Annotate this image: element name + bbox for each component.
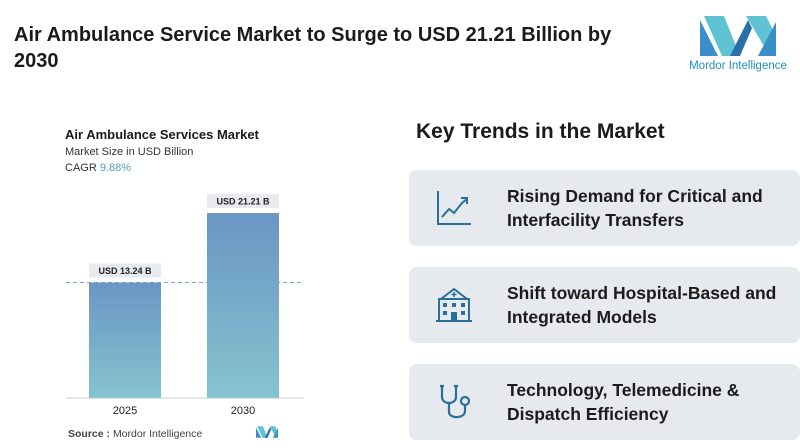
data-label: USD 13.24 B — [98, 266, 152, 276]
brand-name: Mordor Intelligence — [689, 60, 787, 72]
trending-chart-icon — [437, 191, 471, 225]
cagr-value: 9.88% — [99, 162, 132, 174]
source-note: Source : Mordor Intelligence — [68, 428, 202, 440]
x-tick-label: 2030 — [231, 405, 255, 417]
source-label: Source : — [68, 428, 111, 440]
trend-text-1: Rising Demand for Critical and Interfaci… — [507, 186, 763, 230]
x-tick-label: 2025 — [113, 405, 137, 417]
trend-text-2: Shift toward Hospital-Based and Integrat… — [507, 283, 777, 327]
mini-logo-icon — [256, 426, 278, 438]
chart-title: Air Ambulance Services Market — [65, 127, 259, 142]
data-label: USD 21.21 B — [216, 197, 270, 207]
bar-2030 — [207, 213, 279, 398]
bar-2025 — [89, 282, 161, 398]
trends-title: Key Trends in the Market — [416, 120, 665, 143]
trend-card-2: Shift toward Hospital-Based and Integrat… — [409, 267, 800, 343]
brand-logo: Mordor Intelligence — [686, 16, 790, 86]
data-label-bg — [207, 194, 279, 209]
page-title: Air Ambulance Service Market to Surge to… — [14, 24, 612, 72]
trend-text-3: Technology, Telemedicine & Dispatch Effi… — [507, 380, 740, 424]
stethoscope-icon — [440, 384, 471, 419]
mordor-logo-icon — [700, 16, 776, 56]
source-value: Mordor Intelligence — [112, 428, 203, 440]
trend-card-3: Technology, Telemedicine & Dispatch Effi… — [409, 364, 800, 440]
chart-cagr: CAGR 9.88% — [65, 162, 131, 174]
hospital-building-icon — [436, 287, 472, 322]
trend-card-1: Rising Demand for Critical and Interfaci… — [409, 170, 800, 246]
bar-chart: USD 13.24 B 2025 USD 21.21 B 2030 — [66, 194, 304, 417]
chart-subtitle: Market Size in USD Billion — [65, 146, 194, 158]
cagr-label: CAGR — [65, 162, 97, 174]
data-label-bg — [89, 263, 161, 278]
